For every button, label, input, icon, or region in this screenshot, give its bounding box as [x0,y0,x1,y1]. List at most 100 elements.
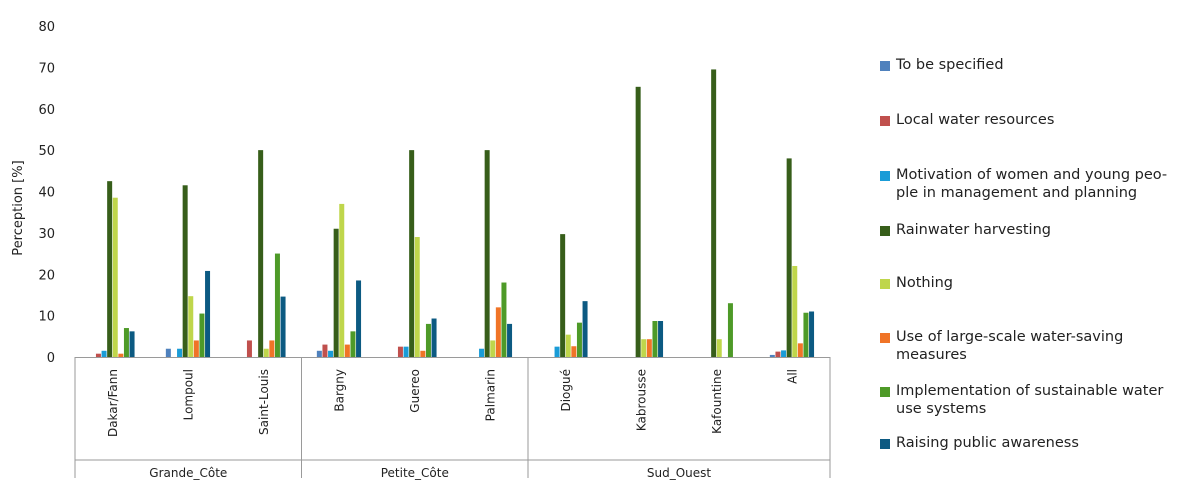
legend-item: Motivation of women and young peo-ple in… [880,166,1167,202]
y-axis-label: Perception [%] [11,160,26,255]
legend-label: Local water resources [896,112,1055,128]
legend-item: Use of large-scale water-saving measures [880,328,1123,364]
y-tick-label: 20 [38,268,55,283]
legend-item: To be specified [880,56,1004,74]
bar [711,69,717,357]
y-tick-label: 50 [38,144,55,159]
bar [727,303,733,357]
bar [560,234,566,357]
bar [350,331,356,357]
bar [328,350,334,357]
bar [809,311,815,357]
y-tick-label: 80 [38,20,55,35]
x-tick-label: Kafountine [710,369,724,434]
x-tick-label: All [785,369,799,384]
bar [420,350,426,357]
bar [565,334,571,357]
bar [193,340,199,357]
legend-swatch [880,226,890,236]
legend-swatch [880,333,890,343]
bar [344,344,350,357]
bar [425,323,431,357]
bar [582,301,588,357]
legend-item: Local water resources [880,111,1054,129]
bar [165,348,171,357]
y-tick-label: 40 [38,186,55,201]
bar [716,339,722,357]
bar [188,296,194,357]
legend-swatch [880,61,890,71]
bar [101,350,107,357]
legend-swatch [880,171,890,181]
bar [554,346,560,357]
bar [490,340,496,357]
bar [769,354,775,357]
bar [258,150,264,358]
bar [775,351,781,357]
legend-swatch [880,279,890,289]
bar [177,348,183,357]
bar [414,237,420,357]
bar [316,350,322,357]
x-tick-label: Saint-Louis [257,369,271,435]
x-tick-label: Lompoul [181,369,195,420]
bar [269,340,275,357]
bar [333,228,339,357]
bar [280,296,286,357]
bar [781,350,787,357]
legend-item: Rainwater harvesting [880,221,1051,239]
bar [322,344,328,357]
legend-swatch [880,439,890,449]
bar [786,158,792,357]
bar [641,339,647,357]
bar [403,346,409,357]
bar [123,328,129,357]
bar [129,331,135,357]
y-tick-label: 0 [47,351,55,366]
bar [107,181,113,357]
legend-label: Use of large-scale water-saving measures [896,329,1124,363]
bar [182,185,188,357]
bar [797,343,803,357]
bar [397,346,403,357]
bar [431,318,437,357]
x-axis: Dakar/Fann Lompoul Saint-Louis Bargny Guereo… [74,357,831,480]
bar [274,253,280,357]
y-axis: 0 10 20 30 40 50 60 70 80 [38,20,55,366]
bar [205,270,211,357]
x-tick-label: Palmarin [483,369,497,421]
bar [339,203,345,357]
bar [652,321,658,357]
bar-chart: 0 10 20 30 40 50 60 70 80 Perception [%] Dakar/F… [11,20,831,480]
bar [199,313,205,357]
legend-swatch [880,116,890,126]
legend-label: Nothing [896,275,954,291]
bar [95,353,101,357]
bar [646,339,652,357]
bar [803,312,809,357]
group-label: Grande_Côte [149,466,227,480]
bar [792,265,798,357]
x-tick-label: Dakar/Fann [106,369,120,437]
y-tick-label: 30 [38,227,55,242]
bar [495,307,501,357]
y-tick-label: 60 [38,103,55,118]
bar [356,280,362,357]
bar [576,322,582,357]
bar [118,353,124,357]
bar [507,323,513,357]
legend-item: Implementation of sustainable water use s… [880,382,1163,418]
y-tick-label: 10 [38,310,55,325]
legend-label: Motivation of women and young peo-ple in… [896,167,1168,201]
x-tick-label: Bargny [332,369,346,412]
bar [484,150,490,358]
bar [263,348,269,357]
bars [95,69,815,358]
bar [501,282,507,357]
group-label: Sud_Ouest [647,466,712,480]
x-tick-label: Kabrousse [634,369,648,431]
group-label: Petite_Côte [381,466,449,480]
legend-label: Rainwater harvesting [896,222,1051,238]
bar [409,150,415,358]
legend-item: Nothing [880,274,953,292]
